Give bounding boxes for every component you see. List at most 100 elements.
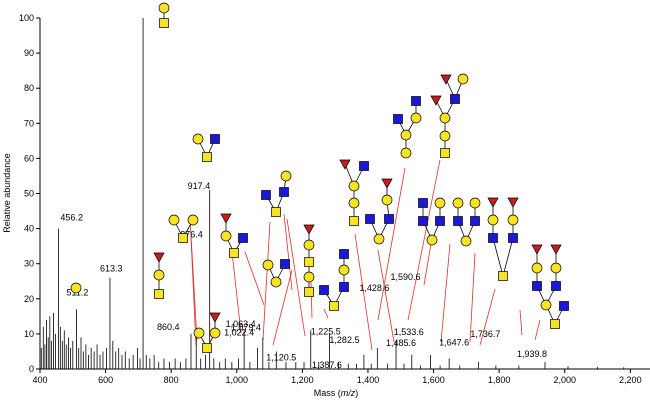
galactose-circle-icon xyxy=(487,214,499,226)
annotation-leader xyxy=(407,159,441,321)
glcnac-square-icon xyxy=(210,134,220,144)
glcnac-square-icon xyxy=(339,249,349,259)
galnac-square-icon xyxy=(229,248,239,258)
peak-label: 1,120.5 xyxy=(266,352,296,362)
galactose-circle-icon xyxy=(303,239,315,251)
annotation-leader xyxy=(440,243,451,343)
peak-label: 1,485.6 xyxy=(386,338,416,348)
y-tick-label: 90 xyxy=(24,48,34,58)
y-tick-label: 10 xyxy=(24,329,34,339)
galactose-circle-icon xyxy=(168,214,180,226)
glcnac-square-icon xyxy=(365,214,375,224)
fucose-triangle-icon xyxy=(487,197,499,208)
x-tick-label: 2,200 xyxy=(619,375,642,385)
galactose-circle-icon xyxy=(193,327,205,339)
y-tick-label: 30 xyxy=(24,259,34,269)
peak-label: 1,063.4 xyxy=(226,319,256,329)
fucose-triangle-icon xyxy=(220,213,232,224)
x-tick-label: 1,600 xyxy=(422,375,445,385)
glcnac-square-icon xyxy=(551,281,561,291)
annotation-leader xyxy=(190,237,197,346)
peak-label: 1,282.5 xyxy=(329,335,359,345)
galactose-circle-icon xyxy=(540,299,552,311)
galactose-circle-icon xyxy=(457,73,469,85)
glcnac-square-icon xyxy=(418,198,428,208)
peak-label: 1,079.4 xyxy=(231,322,261,332)
glcnac-square-icon xyxy=(393,114,403,124)
galactose-circle-icon xyxy=(550,262,562,274)
annotation-leader xyxy=(519,309,523,336)
peak-label: 860.4 xyxy=(157,322,180,332)
galactose-circle-icon xyxy=(439,112,451,124)
annotation-leader xyxy=(262,221,271,341)
galactose-circle-icon xyxy=(192,133,204,145)
peak-label: 1,387.6 xyxy=(312,360,342,370)
galactose-circle-icon xyxy=(381,194,393,206)
galactose-circle-icon xyxy=(338,264,350,276)
glcnac-square-icon xyxy=(279,187,289,197)
glcnac-square-icon xyxy=(339,282,349,292)
glcnac-square-icon xyxy=(470,216,480,226)
galnac-square-icon xyxy=(550,319,560,329)
galnac-square-icon xyxy=(202,152,212,162)
y-tick-label: 0 xyxy=(29,364,34,374)
galactose-circle-icon xyxy=(70,282,82,294)
glcnac-square-icon xyxy=(488,233,498,243)
peak-label: 876.4 xyxy=(180,229,203,239)
x-ticks: 400 600 800 1,000 1,200 1,400 1,600 1,800 2,000 2… xyxy=(32,369,642,385)
fucose-triangle-icon xyxy=(430,95,442,106)
galactose-circle-icon xyxy=(452,197,464,209)
galnac-square-icon xyxy=(159,18,169,28)
x-tick-label: 1,800 xyxy=(488,375,511,385)
peak-label: 1,533.6 xyxy=(394,327,424,337)
peak-label: 1,736.7 xyxy=(470,329,500,339)
galnac-square-icon xyxy=(349,216,359,226)
glcnac-square-icon xyxy=(508,233,518,243)
fucose-triangle-icon xyxy=(531,244,543,255)
fucose-triangle-icon xyxy=(339,159,351,170)
galnac-square-icon xyxy=(271,207,281,217)
galnac-square-icon xyxy=(202,343,212,353)
fucose-triangle-icon xyxy=(440,74,452,85)
annotation-leader xyxy=(469,252,476,343)
glcnac-square-icon xyxy=(359,161,369,171)
x-tick-label: 600 xyxy=(98,375,113,385)
fucose-triangle-icon xyxy=(209,312,221,323)
glycosidic-bond xyxy=(492,237,504,277)
galactose-circle-icon xyxy=(158,2,170,14)
y-tick-label: 80 xyxy=(24,83,34,93)
galnac-square-icon xyxy=(304,287,314,297)
peak-labels: 456.2511.2613.3714.3860.4876.4917.41,022… xyxy=(60,181,547,370)
glycan-structures xyxy=(70,2,569,353)
fucose-triangle-icon xyxy=(381,178,393,189)
annotation-leader xyxy=(244,251,265,306)
x-tick-label: 1,400 xyxy=(357,375,380,385)
annotation-leader xyxy=(272,269,293,346)
galactose-circle-icon xyxy=(348,197,360,209)
glcnac-square-icon xyxy=(384,214,394,224)
galactose-circle-icon xyxy=(153,269,165,281)
y-tick-label: 100 xyxy=(19,13,34,23)
annotation-leader xyxy=(377,249,395,343)
galactose-circle-icon xyxy=(373,233,385,245)
galactose-circle-icon xyxy=(469,197,481,209)
minor-peaks xyxy=(40,312,625,369)
annotation-leader xyxy=(286,218,306,337)
fucose-triangle-icon xyxy=(507,197,519,208)
labeled-peaks xyxy=(58,18,546,369)
x-tick-label: 2,000 xyxy=(553,375,576,385)
galnac-square-icon xyxy=(440,148,450,158)
x-tick-label: 1,000 xyxy=(226,375,249,385)
annotation-leader xyxy=(534,319,541,341)
y-ticks: 0 10 20 30 40 50 60 70 80 90 100 xyxy=(19,13,40,374)
glcnac-square-icon xyxy=(453,216,463,226)
x-tick-label: 1,200 xyxy=(291,375,314,385)
glycosidic-bond xyxy=(502,237,514,277)
y-tick-label: 20 xyxy=(24,294,34,304)
galactose-circle-icon xyxy=(460,235,472,247)
peak-label: 613.3 xyxy=(100,264,123,274)
glcnac-square-icon xyxy=(411,96,421,106)
glcnac-square-icon xyxy=(319,285,329,295)
galactose-circle-icon xyxy=(270,276,282,288)
